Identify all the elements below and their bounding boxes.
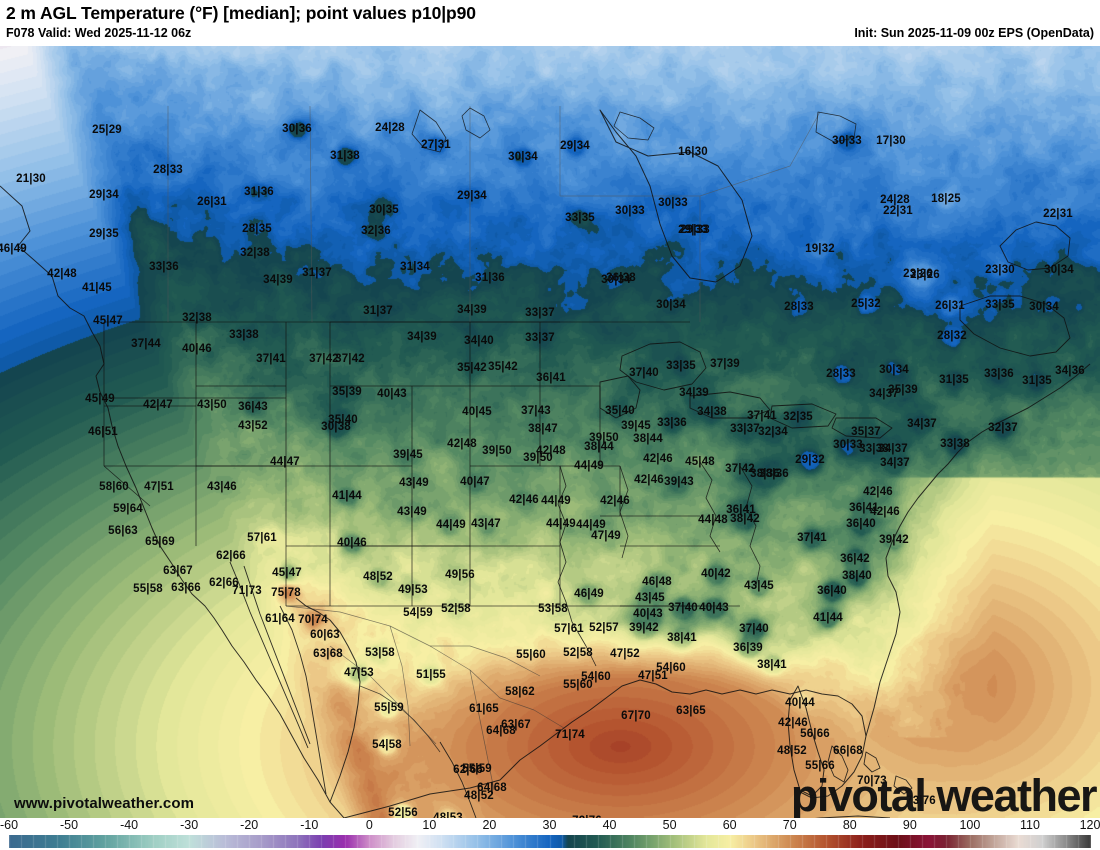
colorbar-tick: 70: [782, 818, 797, 832]
border-path: [557, 465, 597, 667]
border-path: [769, 403, 837, 429]
site-url-label: www.pivotalweather.com: [14, 795, 195, 812]
border-path: [229, 561, 309, 749]
border-path: [699, 111, 821, 197]
border-path: [599, 375, 641, 419]
page-title: 2 m AGL Temperature (°F) [median]; point…: [6, 3, 476, 23]
border-path: [814, 815, 891, 818]
colorbar-tick: -50: [60, 818, 79, 832]
border-path: [0, 185, 345, 818]
border-path: [461, 107, 491, 139]
border-path: [389, 625, 411, 747]
border-path: [863, 751, 881, 773]
border-path: [439, 741, 477, 818]
colorbar-tick: 40: [602, 818, 617, 832]
border-path: [699, 461, 721, 553]
border-path: [411, 109, 447, 153]
border-path: [309, 105, 313, 323]
colorbar-tick: 120: [1079, 818, 1100, 832]
colorbar-tick: 0: [365, 818, 373, 832]
border-path: [103, 465, 151, 507]
colorbar-tick: 10: [422, 818, 437, 832]
border-path: [243, 565, 311, 745]
border-path: [359, 685, 441, 753]
border-path: [893, 775, 913, 795]
colorbar-tick: 60: [722, 818, 737, 832]
init-time-label: Init: Sun 2025-11-09 00z EPS (OpenData): [854, 26, 1094, 40]
border-path: [559, 106, 701, 322]
border-path: [739, 465, 761, 587]
valid-time-label: F078 Valid: Wed 2025-11-12 06z: [6, 26, 192, 40]
border-path: [279, 605, 327, 795]
border-path: [329, 645, 437, 745]
border-path: [865, 363, 1091, 737]
border-path: [430, 645, 541, 677]
colorbar-tick: 110: [1019, 818, 1040, 832]
temperature-raster: [0, 46, 1100, 818]
colorbar-tick: -20: [240, 818, 259, 832]
geography-overlay: [0, 105, 1091, 818]
border-path: [827, 745, 849, 783]
border-path: [499, 697, 565, 729]
colorbar-ticks: -60 -50 -40 -30 -20 -10 0 10 20 30 40 50 60 70 80 90 100…: [0, 818, 1100, 834]
colorbar-gradient: [9, 835, 1091, 848]
border-path: [343, 679, 867, 818]
colorbar-tick: 90: [902, 818, 917, 832]
colorbar-tick: -30: [180, 818, 199, 832]
colorbar: -60 -50 -40 -30 -20 -10 0 10 20 30 40 50 60 70 80 90 100…: [0, 818, 1100, 850]
border-path: [831, 417, 893, 439]
temperature-map[interactable]: 25|29 21|30 28|33 29|34 26|31 31|36 29|35 28|35…: [0, 46, 1100, 818]
colorbar-tick: 50: [662, 818, 677, 832]
border-path: [619, 341, 707, 391]
border-path: [469, 669, 495, 791]
colorbar-tick: -40: [120, 818, 139, 832]
map-header: 2 m AGL Temperature (°F) [median]; point…: [0, 0, 1100, 46]
border-path: [285, 605, 501, 699]
colorbar-tick: 100: [959, 818, 981, 832]
border-path: [295, 597, 361, 803]
pivotal-weather-watermark: pivotal weather: [790, 770, 1098, 818]
colorbar-tick: 20: [482, 818, 497, 832]
colorbar-tick: 30: [542, 818, 557, 832]
border-path: [599, 109, 753, 283]
colorbar-tick: -10: [300, 818, 319, 832]
border-path: [959, 295, 1071, 357]
border-path: [787, 685, 825, 797]
border-path: [815, 111, 857, 143]
border-path: [689, 391, 771, 419]
colorbar-tick: 80: [842, 818, 857, 832]
border-path: [613, 111, 655, 141]
border-path: [619, 465, 629, 559]
border-path: [999, 221, 1071, 271]
colorbar-tick: -60: [0, 818, 19, 832]
